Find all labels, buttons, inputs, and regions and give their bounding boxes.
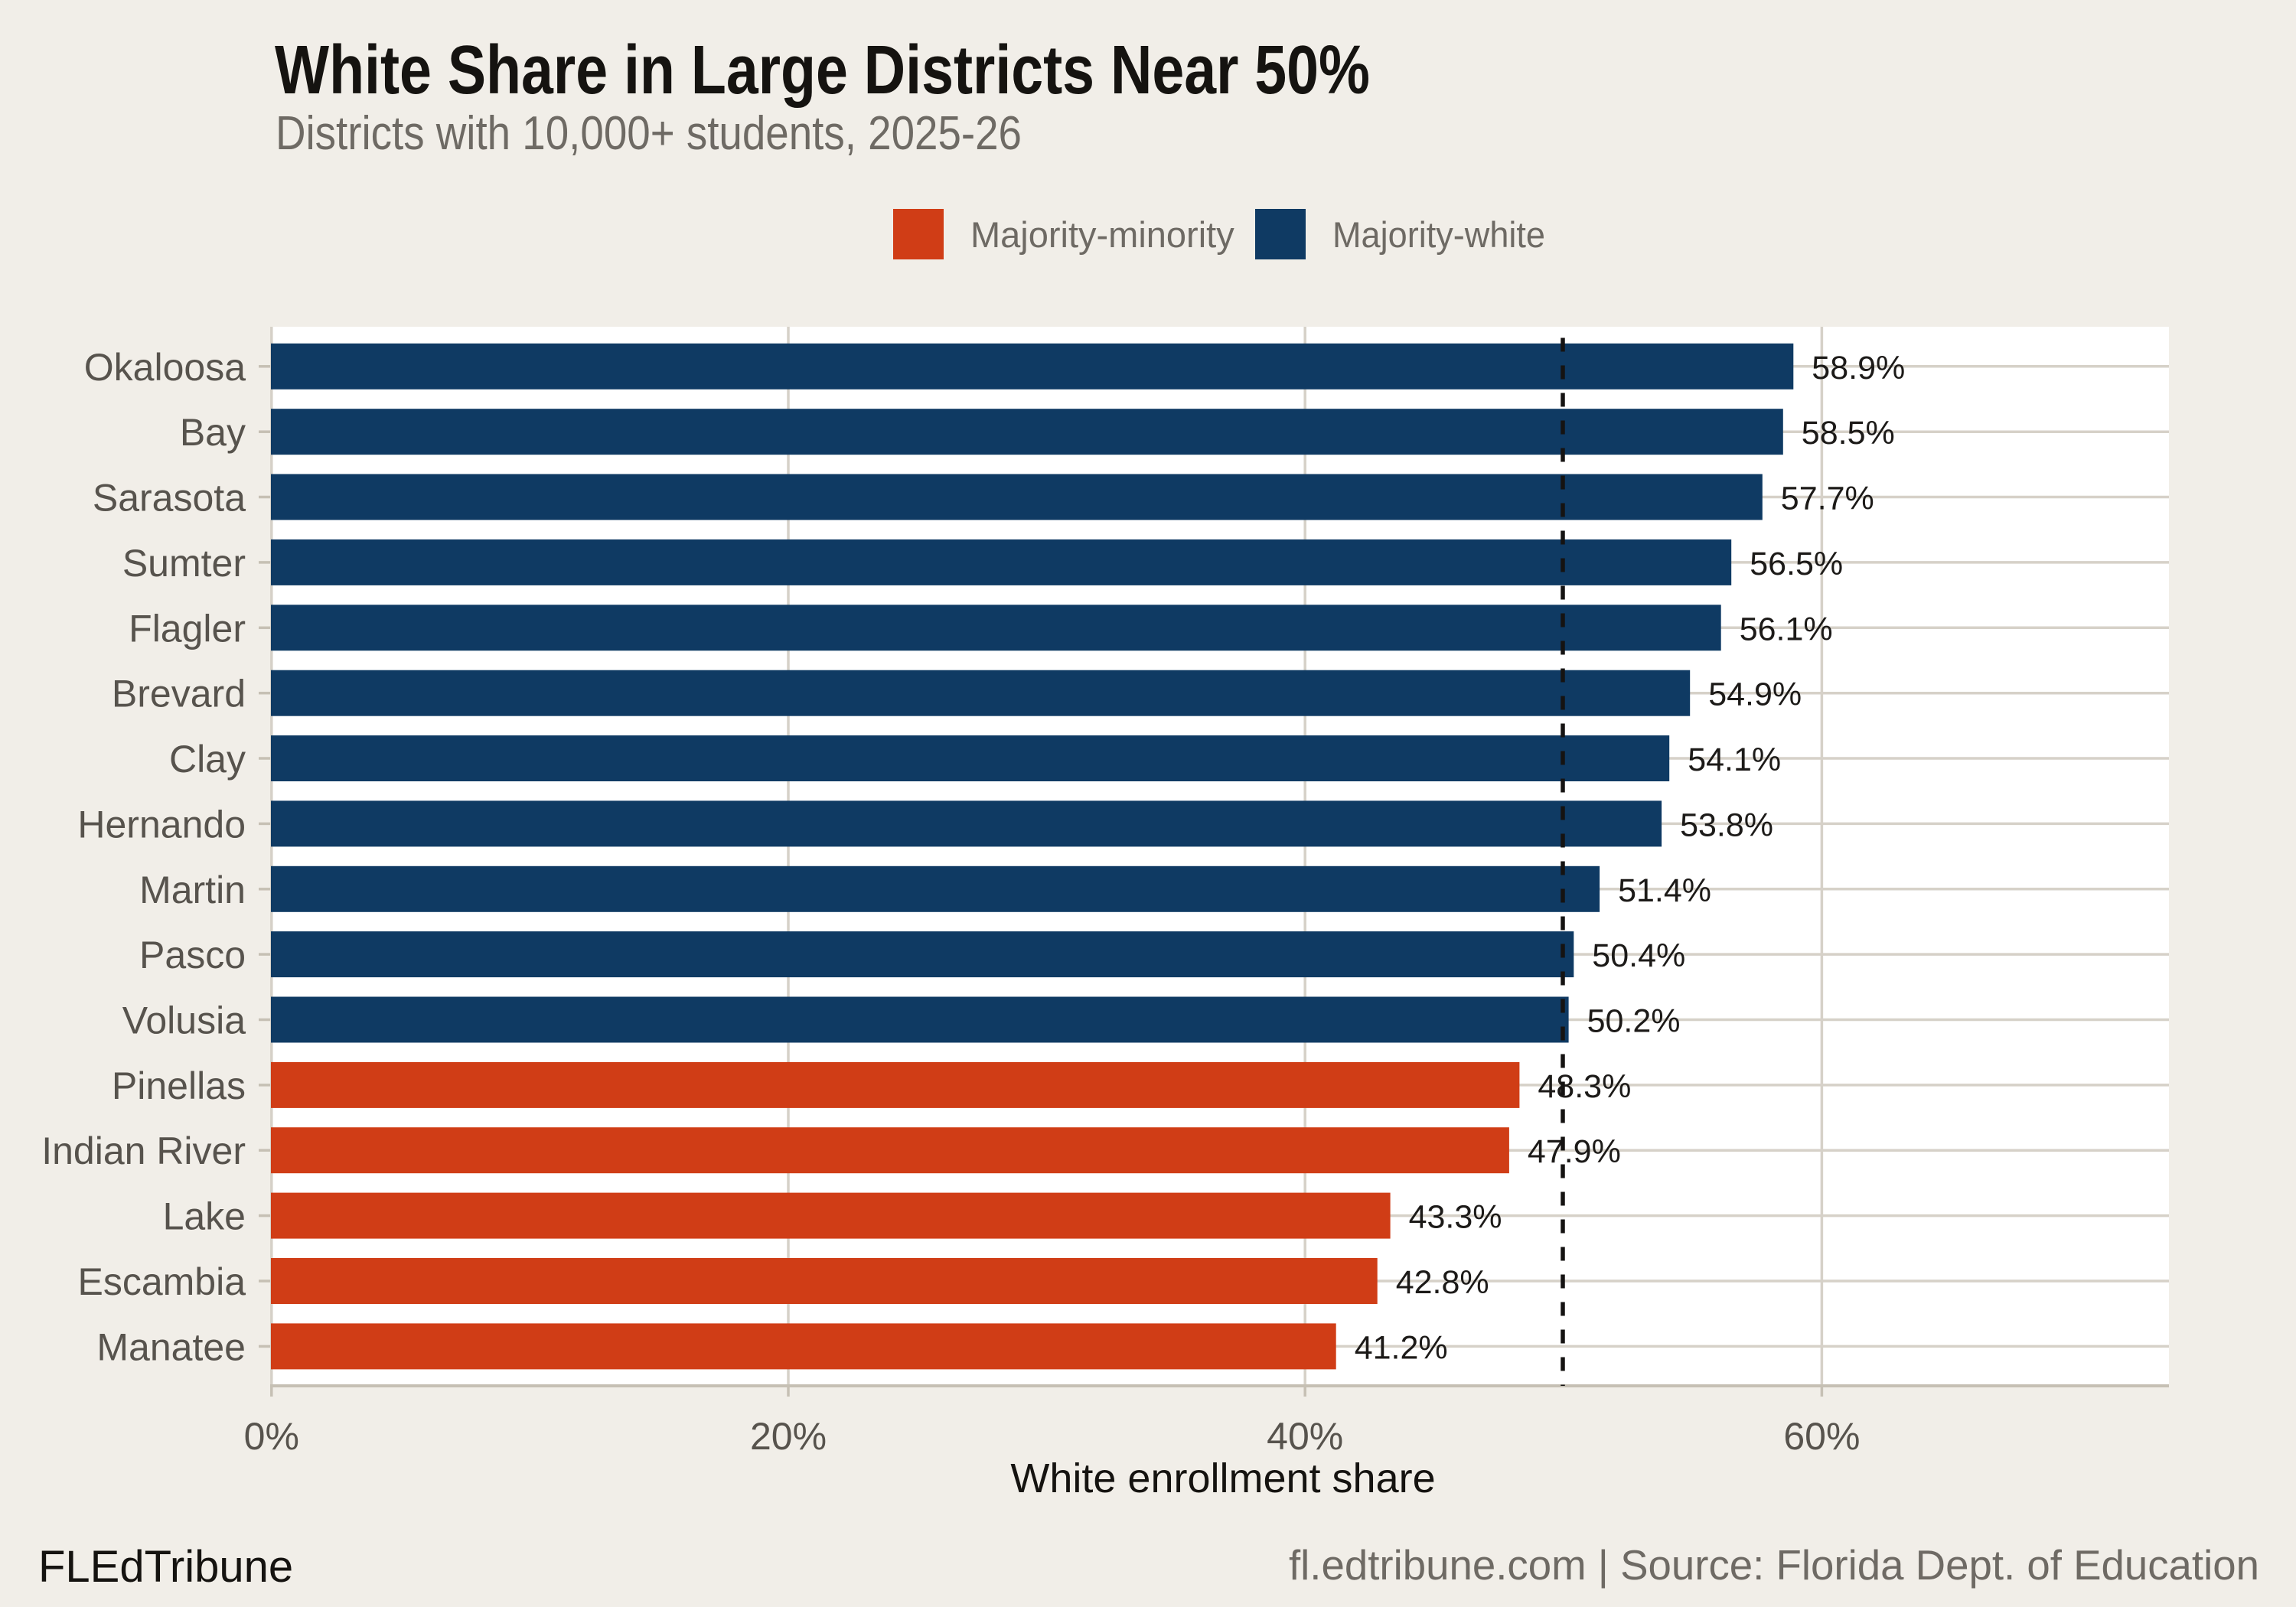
svg-text:Hernando: Hernando bbox=[77, 803, 246, 846]
svg-text:fl.edtribune.com | Source: Flo: fl.edtribune.com | Source: Florida Dept.… bbox=[1289, 1541, 2259, 1589]
svg-text:48.3%: 48.3% bbox=[1538, 1068, 1631, 1105]
svg-text:Manatee: Manatee bbox=[96, 1325, 246, 1368]
svg-text:Sarasota: Sarasota bbox=[93, 477, 246, 520]
svg-text:Indian River: Indian River bbox=[41, 1129, 246, 1172]
svg-text:56.1%: 56.1% bbox=[1740, 611, 1833, 647]
svg-text:FLEdTribune: FLEdTribune bbox=[38, 1542, 293, 1592]
svg-text:54.9%: 54.9% bbox=[1708, 676, 1802, 713]
svg-text:53.8%: 53.8% bbox=[1680, 807, 1773, 843]
svg-text:51.4%: 51.4% bbox=[1618, 872, 1711, 909]
svg-text:50.4%: 50.4% bbox=[1592, 937, 1685, 974]
svg-text:58.5%: 58.5% bbox=[1802, 415, 1895, 451]
svg-text:Pinellas: Pinellas bbox=[112, 1064, 246, 1107]
svg-text:56.5%: 56.5% bbox=[1750, 546, 1843, 582]
svg-text:Okaloosa: Okaloosa bbox=[84, 346, 246, 389]
svg-text:50.2%: 50.2% bbox=[1587, 1003, 1681, 1040]
svg-text:Flagler: Flagler bbox=[129, 607, 246, 650]
svg-text:Majority-minority: Majority-minority bbox=[970, 214, 1234, 255]
svg-text:0%: 0% bbox=[244, 1415, 299, 1458]
svg-text:41.2%: 41.2% bbox=[1355, 1329, 1448, 1366]
svg-text:54.1%: 54.1% bbox=[1688, 742, 1781, 778]
svg-text:White enrollment share: White enrollment share bbox=[1010, 1455, 1435, 1501]
svg-text:57.7%: 57.7% bbox=[1781, 481, 1874, 517]
svg-text:20%: 20% bbox=[750, 1415, 827, 1458]
svg-text:Brevard: Brevard bbox=[112, 673, 246, 715]
svg-text:Pasco: Pasco bbox=[139, 934, 246, 976]
svg-text:Bay: Bay bbox=[180, 411, 246, 454]
svg-text:58.9%: 58.9% bbox=[1812, 350, 1905, 386]
svg-text:Lake: Lake bbox=[163, 1195, 246, 1238]
svg-text:Volusia: Volusia bbox=[122, 999, 246, 1042]
svg-text:42.8%: 42.8% bbox=[1396, 1264, 1489, 1301]
svg-text:Martin: Martin bbox=[139, 869, 246, 911]
svg-text:60%: 60% bbox=[1783, 1415, 1860, 1458]
svg-text:White Share in Large Districts: White Share in Large Districts Near 50% bbox=[275, 32, 1370, 109]
svg-text:40%: 40% bbox=[1267, 1415, 1343, 1458]
svg-text:Escambia: Escambia bbox=[77, 1260, 246, 1303]
svg-text:Clay: Clay bbox=[169, 738, 246, 781]
svg-text:43.3%: 43.3% bbox=[1409, 1199, 1502, 1236]
svg-text:Majority-white: Majority-white bbox=[1332, 214, 1545, 255]
svg-text:Districts with 10,000+ student: Districts with 10,000+ students, 2025-26 bbox=[276, 107, 1022, 160]
svg-text:47.9%: 47.9% bbox=[1528, 1133, 1621, 1170]
svg-text:Sumter: Sumter bbox=[122, 542, 246, 585]
